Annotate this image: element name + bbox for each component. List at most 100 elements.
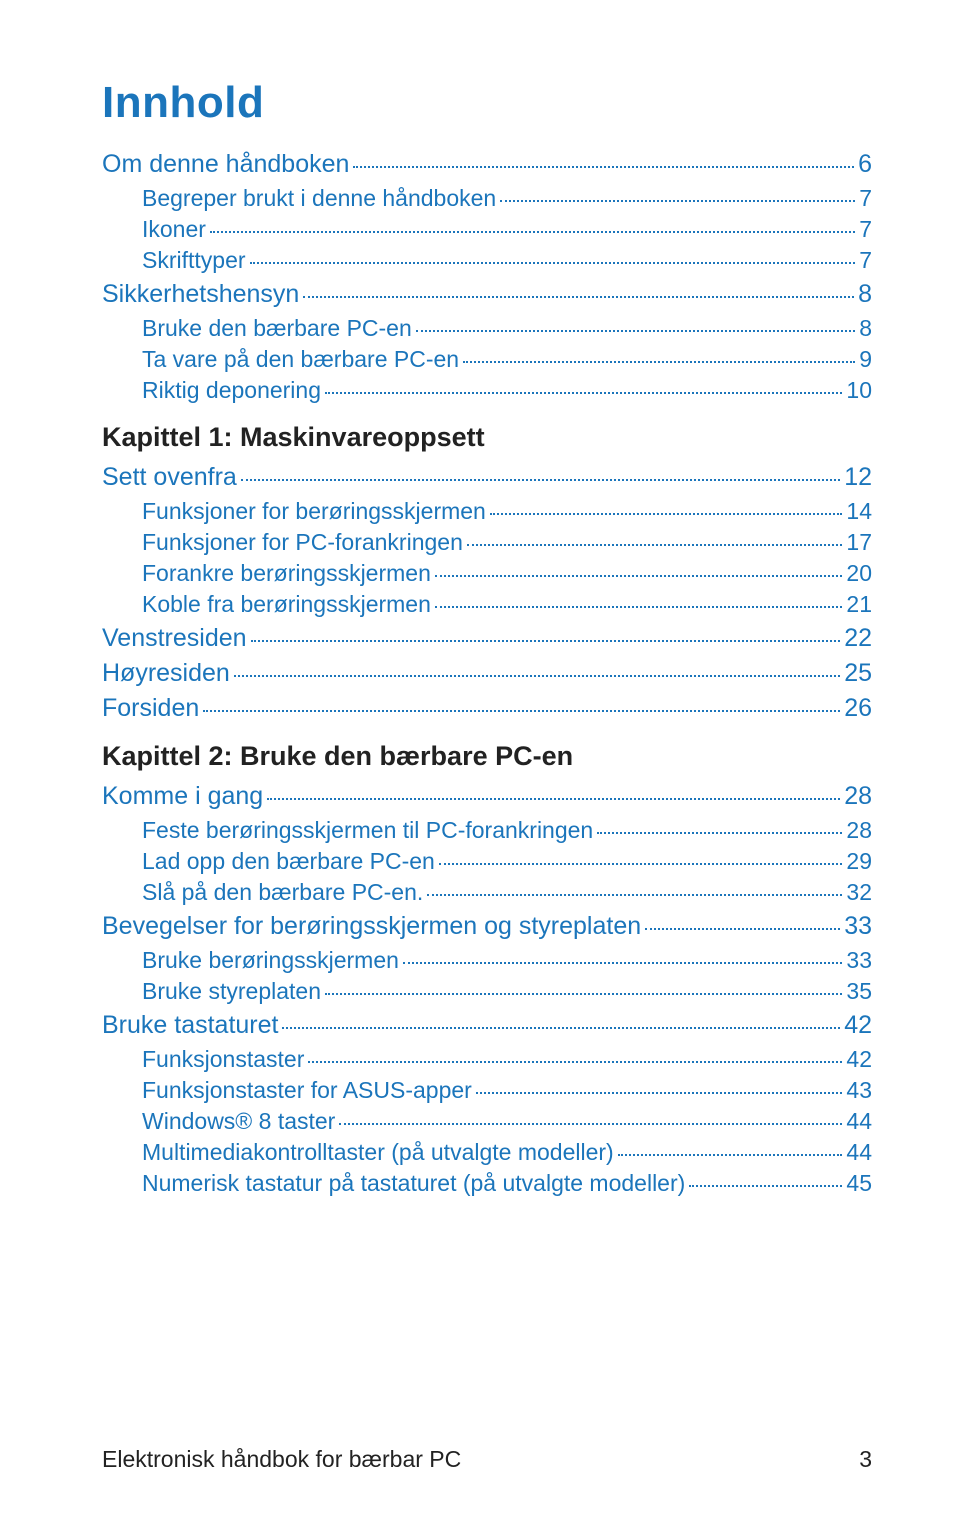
- toc-leader-dots: [210, 231, 855, 233]
- toc-entry-label: Bevegelser for berøringsskjermen og styr…: [102, 912, 641, 941]
- toc-entry[interactable]: Funksjoner for berøringsskjermen14: [142, 498, 872, 525]
- toc-entry-page: 42: [844, 1011, 872, 1040]
- toc-entry-label: Funksjonstaster for ASUS-apper: [142, 1077, 472, 1104]
- toc-entry[interactable]: Forsiden 26: [102, 694, 872, 723]
- toc-leader-dots: [645, 928, 840, 930]
- toc-entry-page: 43: [846, 1077, 872, 1104]
- toc-leader-dots: [250, 262, 856, 264]
- toc-chapter-heading: Kapittel 1: Maskinvareoppsett: [102, 422, 872, 453]
- toc-entry[interactable]: Høyresiden25: [102, 659, 872, 688]
- toc-entry[interactable]: Begreper brukt i denne håndboken 7: [142, 185, 872, 212]
- toc-entry[interactable]: Om denne håndboken 6: [102, 150, 872, 179]
- toc-entry-label: Sett ovenfra: [102, 463, 237, 492]
- toc-entry-page: 7: [859, 185, 872, 212]
- toc-leader-dots: [689, 1185, 842, 1187]
- toc-entry-page: 29: [846, 848, 872, 875]
- toc-entry-page: 22: [844, 624, 872, 653]
- toc-entry[interactable]: Bruke den bærbare PC-en 8: [142, 315, 872, 342]
- toc-leader-dots: [403, 962, 842, 964]
- toc-leader-dots: [267, 798, 840, 800]
- toc-leader-dots: [353, 166, 854, 168]
- toc-entry-label: Skrifttyper: [142, 247, 246, 274]
- toc-entry[interactable]: Ikoner 7: [142, 216, 872, 243]
- toc-entry-label: Begreper brukt i denne håndboken: [142, 185, 496, 212]
- toc-leader-dots: [435, 606, 843, 608]
- toc-chapter-heading: Kapittel 2: Bruke den bærbare PC-en: [102, 741, 872, 772]
- toc-entry-page: 26: [844, 694, 872, 723]
- toc-entry-page: 21: [846, 591, 872, 618]
- toc-entry-label: Bruke berøringsskjermen: [142, 947, 399, 974]
- toc-entry[interactable]: Sett ovenfra12: [102, 463, 872, 492]
- toc-entry[interactable]: Funksjonstaster for ASUS-apper 43: [142, 1077, 872, 1104]
- toc-entry-label: Komme i gang: [102, 782, 263, 811]
- toc-entry[interactable]: Lad opp den bærbare PC-en 29: [142, 848, 872, 875]
- toc-entry-page: 33: [846, 947, 872, 974]
- toc-leader-dots: [427, 894, 842, 896]
- toc-entry-label: Lad opp den bærbare PC-en: [142, 848, 435, 875]
- toc-entry[interactable]: Bruke berøringsskjermen 33: [142, 947, 872, 974]
- toc-leader-dots: [241, 479, 840, 481]
- toc-entry-page: 7: [859, 216, 872, 243]
- toc-entry[interactable]: Forankre berøringsskjermen 20: [142, 560, 872, 587]
- toc-entry-page: 6: [858, 150, 872, 179]
- toc-entry-page: 28: [846, 817, 872, 844]
- toc-leader-dots: [339, 1123, 842, 1125]
- toc-entry[interactable]: Sikkerhetshensyn 8: [102, 280, 872, 309]
- toc-entry-label: Windows® 8 taster: [142, 1108, 335, 1135]
- footer-page-number: 3: [859, 1446, 872, 1473]
- toc-entry-label: Forsiden: [102, 694, 199, 723]
- toc-entry-label: Numerisk tastatur på tastaturet (på utva…: [142, 1170, 685, 1197]
- toc-entry[interactable]: Riktig deponering10: [142, 377, 872, 404]
- toc-entry[interactable]: Numerisk tastatur på tastaturet (på utva…: [142, 1170, 872, 1197]
- toc-leader-dots: [490, 513, 843, 515]
- toc-leader-dots: [203, 710, 840, 712]
- toc-entry-page: 25: [844, 659, 872, 688]
- toc-entry-label: Bruke den bærbare PC-en: [142, 315, 412, 342]
- toc-entry-label: Slå på den bærbare PC-en.: [142, 879, 423, 906]
- toc-entry-page: 20: [846, 560, 872, 587]
- toc-leader-dots: [325, 993, 842, 995]
- toc-entry[interactable]: Venstresiden22: [102, 624, 872, 653]
- toc-entry[interactable]: Feste berøringsskjermen til PC-forankrin…: [142, 817, 872, 844]
- toc-entry[interactable]: Slå på den bærbare PC-en. 32: [142, 879, 872, 906]
- toc-leader-dots: [308, 1061, 842, 1063]
- toc-entry-page: 7: [859, 247, 872, 274]
- toc-leader-dots: [435, 575, 843, 577]
- toc-entry[interactable]: Ta vare på den bærbare PC-en 9: [142, 346, 872, 373]
- page-footer: Elektronisk håndbok for bærbar PC 3: [102, 1446, 872, 1473]
- toc-entry-page: 8: [858, 280, 872, 309]
- toc-entry-page: 32: [846, 879, 872, 906]
- toc-leader-dots: [463, 361, 855, 363]
- toc-entry-label: Bruke tastaturet: [102, 1011, 278, 1040]
- toc-entry-label: Bruke styreplaten: [142, 978, 321, 1005]
- toc-entry-label: Koble fra berøringsskjermen: [142, 591, 431, 618]
- toc-entry[interactable]: Funksjoner for PC-forankringen17: [142, 529, 872, 556]
- toc-entry[interactable]: Bruke styreplaten35: [142, 978, 872, 1005]
- toc-entry-label: Ikoner: [142, 216, 206, 243]
- toc-entry[interactable]: Komme i gang28: [102, 782, 872, 811]
- toc-leader-dots: [618, 1154, 843, 1156]
- toc-entry-label: Sikkerhetshensyn: [102, 280, 299, 309]
- toc-entry[interactable]: Multimediakontrolltaster (på utvalgte mo…: [142, 1139, 872, 1166]
- toc-entry[interactable]: Koble fra berøringsskjermen 21: [142, 591, 872, 618]
- toc-leader-dots: [282, 1027, 840, 1029]
- toc-entry-label: Feste berøringsskjermen til PC-forankrin…: [142, 817, 593, 844]
- toc-entry-page: 14: [846, 498, 872, 525]
- toc-entry[interactable]: Bruke tastaturet 42: [102, 1011, 872, 1040]
- toc-leader-dots: [251, 640, 841, 642]
- toc-entry[interactable]: Funksjonstaster42: [142, 1046, 872, 1073]
- toc-entry-page: 8: [859, 315, 872, 342]
- toc-entry[interactable]: Windows® 8 taster44: [142, 1108, 872, 1135]
- toc-entry[interactable]: Bevegelser for berøringsskjermen og styr…: [102, 912, 872, 941]
- toc-entry[interactable]: Skrifttyper 7: [142, 247, 872, 274]
- toc-entry-label: Forankre berøringsskjermen: [142, 560, 431, 587]
- toc-entry-page: 17: [846, 529, 872, 556]
- footer-text: Elektronisk håndbok for bærbar PC: [102, 1446, 461, 1473]
- toc-entry-label: Ta vare på den bærbare PC-en: [142, 346, 459, 373]
- toc-leader-dots: [325, 392, 842, 394]
- toc-entry-label: Om denne håndboken: [102, 150, 349, 179]
- toc-entry-page: 10: [846, 377, 872, 404]
- toc-leader-dots: [500, 200, 855, 202]
- toc-entry-page: 9: [859, 346, 872, 373]
- toc-leader-dots: [416, 330, 855, 332]
